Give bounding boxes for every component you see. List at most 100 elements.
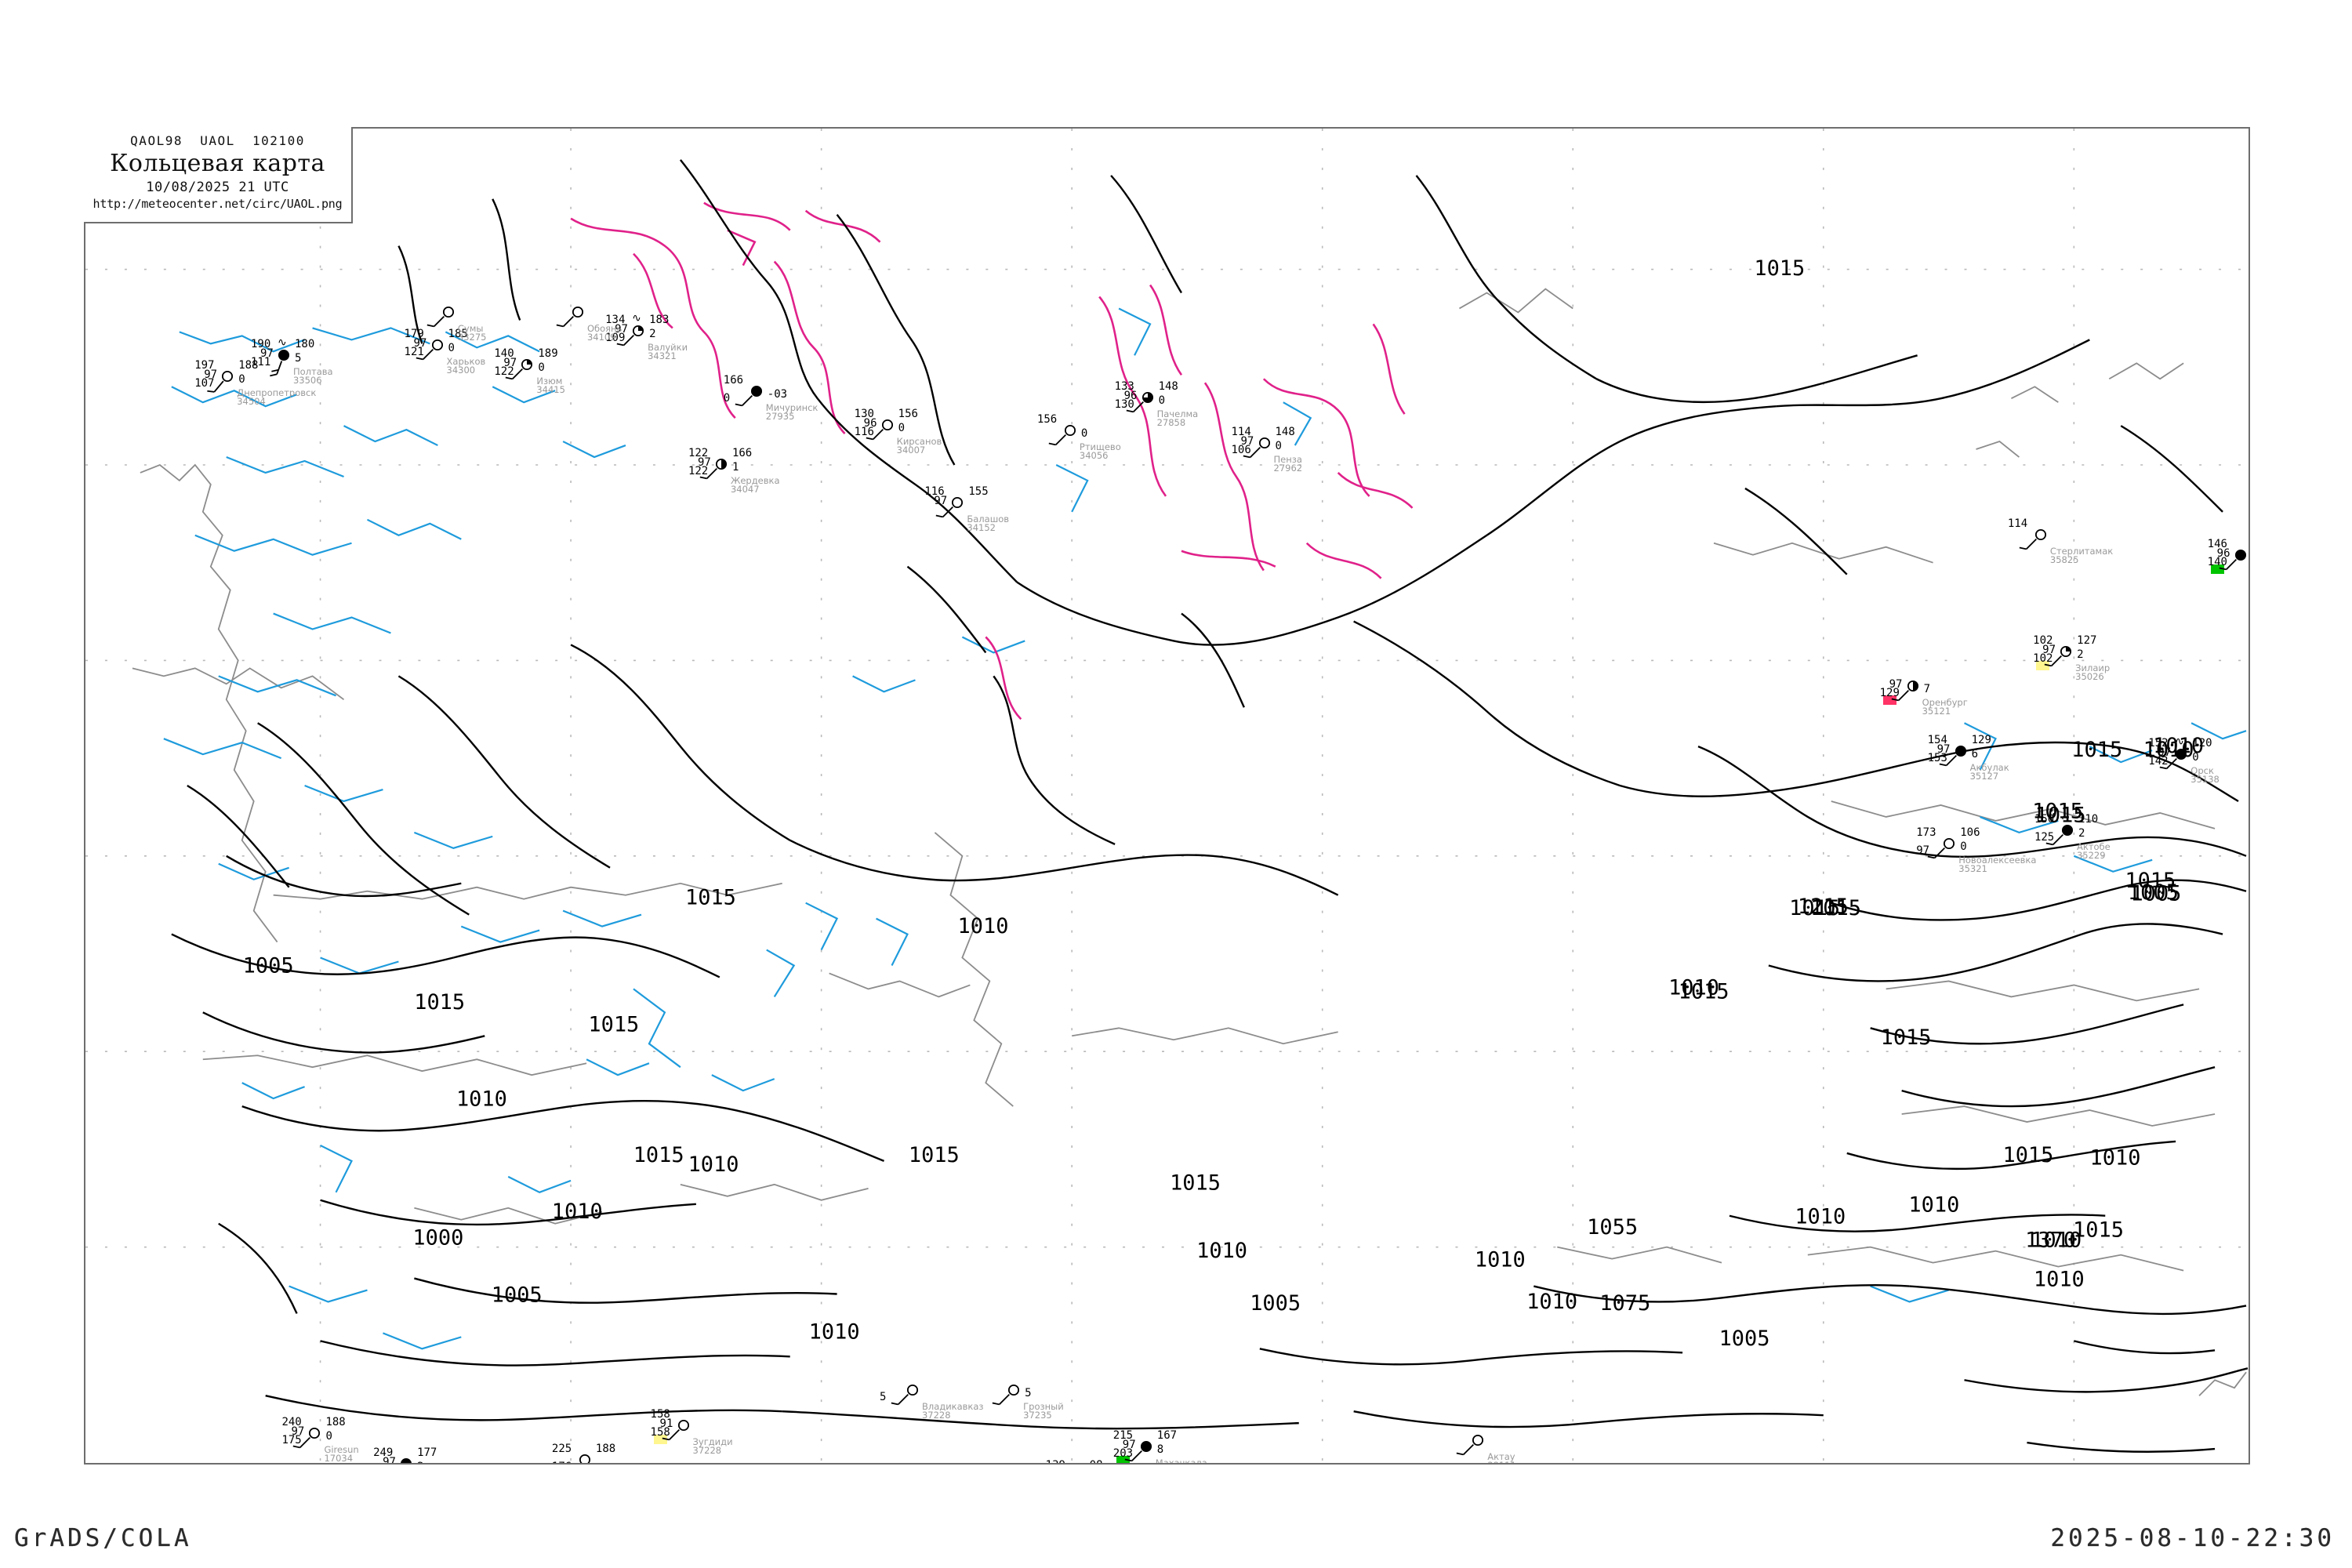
station-wmo-id: 35026 — [2075, 671, 2104, 683]
station-humidity: 97 — [1122, 1438, 1136, 1451]
station-name: Балашов — [967, 513, 1010, 524]
wind-barb-icon — [505, 368, 524, 380]
station-pressure: 08 — [1090, 1460, 1103, 1463]
isobar-label: 1015 — [1170, 1171, 1221, 1195]
wind-barb-icon — [936, 506, 954, 517]
station-pressure-tendency: 0 — [2192, 750, 2199, 764]
map-canvas: 1015101010151010101510151005101010151215… — [85, 129, 2249, 1463]
cloud-cover-icon — [1258, 437, 1270, 449]
station-temperature: 249 — [373, 1446, 394, 1459]
isobar-label: 1015 — [1789, 896, 1840, 920]
cloud-cover-icon — [579, 1454, 590, 1463]
station-temperature: 122 — [688, 447, 709, 460]
station-name: Грозный — [1023, 1400, 1064, 1412]
cloud-cover-icon — [521, 359, 533, 371]
isobar-label: 1010 — [1196, 1239, 1247, 1263]
station-humidity: 97 — [291, 1425, 305, 1439]
station-dewpoint: 0 — [723, 391, 731, 405]
rivers-layer — [163, 307, 2247, 1350]
cloud-cover-icon — [401, 1457, 412, 1463]
station-pressure-tendency: 7 — [1923, 682, 1931, 695]
cloud-cover-icon — [1064, 424, 1076, 436]
station-wmo-id: 34504 — [237, 396, 266, 408]
station-humidity: 97 — [1240, 435, 1254, 448]
station-temperature: 116 — [924, 485, 945, 498]
station-pressure: 177 — [417, 1446, 437, 1459]
isobar-label: 1075 — [1599, 1291, 1650, 1316]
wind-barb-icon — [866, 429, 884, 441]
isobar-label: 1015 — [2032, 799, 2083, 823]
station-wmo-id: 27935 — [765, 410, 795, 422]
cloud-cover-icon — [1944, 837, 1955, 849]
title-cartouche: QAOL98 UAOL 102100 Кольцевая карта 10/08… — [84, 127, 353, 223]
station-pressure: 166 — [731, 447, 753, 460]
station-pressure-tendency: 5 — [294, 352, 302, 365]
isobar-label: 1010 — [456, 1087, 507, 1111]
station-name: Зугдиди — [692, 1436, 733, 1448]
station-pressure: 185 — [448, 327, 468, 340]
station-temperature: 102 — [2033, 634, 2053, 648]
station-wmo-id: 35229 — [2076, 849, 2106, 861]
wind-barb-icon — [2045, 833, 2063, 846]
station-pressure-tendency: -03 — [767, 387, 788, 401]
wind-barb-icon — [735, 394, 753, 406]
cloud-cover-icon — [1955, 746, 1966, 757]
station-pressure-tendency: 1 — [731, 461, 739, 474]
wind-barb-icon — [207, 380, 224, 393]
station-humidity: 97 — [1889, 677, 1903, 691]
isobar-label: 1015 — [685, 886, 736, 910]
station-name: Новоалексеевка — [1958, 854, 2037, 866]
isobar-label: 1005 — [2128, 880, 2179, 905]
station-pressure-tendency: 0 — [1960, 840, 1967, 853]
station-wmo-id: 33275 — [457, 332, 487, 343]
station-name: Стерлитамак — [2049, 546, 2114, 557]
station-name: Валуйки — [648, 341, 688, 353]
cloud-cover-icon — [2060, 646, 2072, 658]
station-wmo-id: 34047 — [730, 484, 760, 495]
station-highlight-yellow — [2036, 661, 2050, 671]
render-timestamp: 2025-08-10-22:30 — [2050, 1524, 2335, 1552]
wind-barb-icon — [1891, 689, 1909, 702]
station-humidity: 97 — [413, 336, 427, 350]
wind-barb-icon — [1048, 434, 1066, 445]
station-dewpoint: 106 — [1231, 444, 1251, 457]
isobar-label: 1015 — [2002, 1143, 2053, 1167]
wind-barb-icon — [1456, 1443, 1475, 1455]
station-wmo-id: 37228 — [692, 1445, 722, 1457]
station-wmo-id: 34321 — [648, 350, 677, 361]
wind-barb-icon — [616, 334, 635, 346]
bulletin-header: QAOL98 UAOL 102100 — [130, 133, 305, 148]
station-pressure: 180 — [294, 338, 315, 351]
isobar-label: 1010 — [1526, 1290, 1577, 1314]
station-dewpoint: 122 — [688, 465, 709, 478]
station-dewpoint: 175 — [281, 1434, 302, 1447]
station-name: Актобе — [2076, 840, 2111, 852]
wind-barb-icon — [662, 1429, 680, 1441]
station-name: Кирсанов — [896, 435, 942, 447]
station-wmo-id: 35321 — [1958, 862, 1987, 874]
station-humidity: 96 — [2216, 546, 2230, 560]
cloud-cover-icon — [572, 307, 583, 318]
wind-barb-icon — [1124, 1450, 1142, 1462]
station-dewpoint: 125 — [2034, 830, 2055, 844]
station-dewpoint: 111 — [250, 356, 271, 369]
station-wmo-id: 34152 — [967, 521, 996, 533]
isobar-label: 1015 — [2071, 738, 2122, 762]
isobar-label: 1015 — [633, 1143, 684, 1167]
station-wmo-id: 34415 — [536, 384, 565, 396]
station-humidity: 97 — [2042, 644, 2056, 657]
station-wmo-id: 33506 — [292, 375, 322, 387]
cloud-cover-icon — [1907, 680, 1918, 691]
isobar-label: 1010 — [552, 1200, 603, 1224]
station-pressure-tendency: 0 — [538, 361, 545, 375]
source-url[interactable]: http://meteocenter.net/circ/UAOL.png — [93, 197, 343, 211]
station-dewpoint: 130 — [1114, 397, 1134, 411]
station-name: Зилаир — [2075, 662, 2111, 674]
cloud-cover-icon — [222, 371, 234, 383]
station-name: Жердевка — [730, 475, 780, 487]
station-temperature: 134 — [605, 313, 626, 326]
station-humidity: 97 — [615, 322, 628, 336]
graticule — [85, 129, 2249, 1463]
station-wmo-id: 35825 — [2049, 554, 2079, 566]
station-temperature: 154 — [1927, 734, 1947, 747]
